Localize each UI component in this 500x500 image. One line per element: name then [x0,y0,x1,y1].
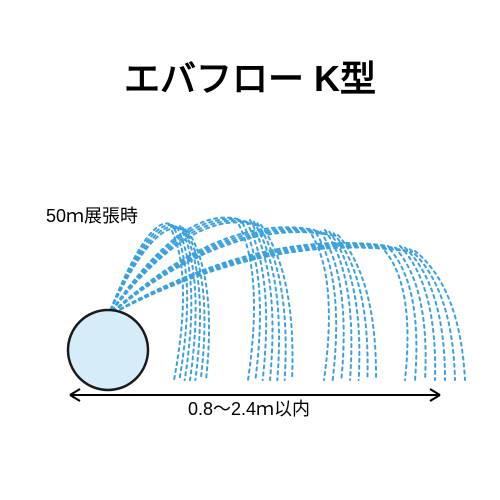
spray-arcs [108,218,465,380]
product-title: エバフロー K型 [0,50,500,102]
spray-range-label: 0.8～2.4ｍ以内 [188,395,310,421]
spray-diagram [40,180,470,420]
pipe-cross-section [68,310,148,390]
